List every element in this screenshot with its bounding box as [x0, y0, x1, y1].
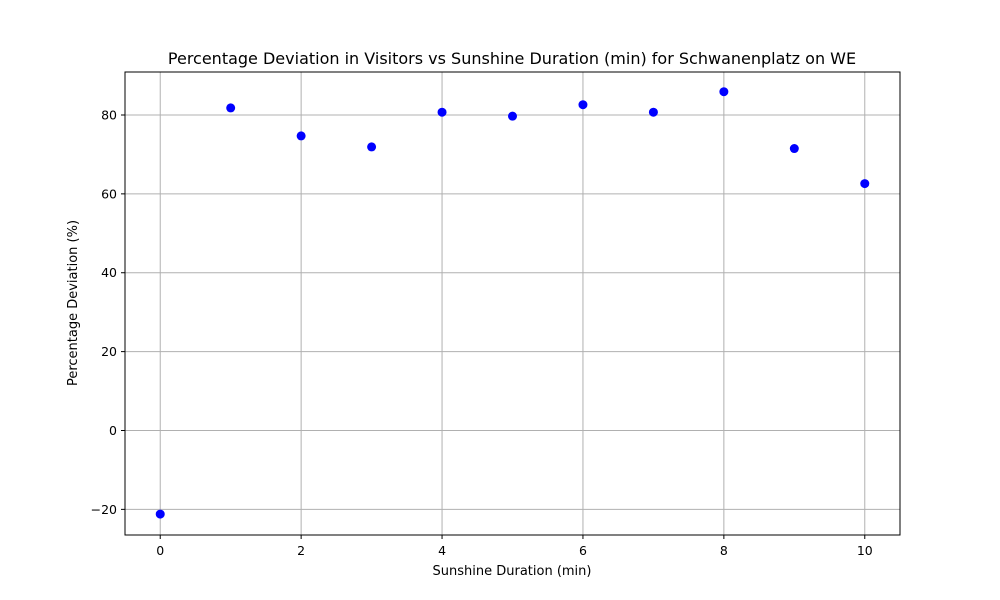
y-tick-label: 0 [109, 423, 117, 438]
x-tick-label: 8 [720, 543, 728, 558]
x-tick-label: 4 [438, 543, 446, 558]
y-tick-label: 80 [101, 107, 117, 122]
grid-layer [125, 72, 900, 535]
chart-title: Percentage Deviation in Visitors vs Suns… [168, 49, 856, 68]
x-tick-label: 6 [579, 543, 587, 558]
data-point [226, 103, 236, 113]
data-point [296, 131, 306, 141]
x-tick-label: 10 [857, 543, 873, 558]
x-tick-label: 2 [297, 543, 305, 558]
data-point [860, 179, 870, 189]
y-tick-label: 20 [101, 344, 117, 359]
data-point [367, 142, 377, 152]
x-axis-label: Sunshine Duration (min) [433, 564, 592, 579]
data-point [789, 144, 799, 154]
y-tick-label: 60 [101, 186, 117, 201]
point-layer [155, 87, 870, 519]
x-tick-label: 0 [156, 543, 164, 558]
data-point [578, 100, 588, 110]
data-point [719, 87, 729, 97]
tick-layer: 0 2 4 6 8 10 −20 0 20 40 60 80 [91, 107, 873, 558]
data-point [508, 111, 517, 121]
data-point [437, 107, 447, 117]
y-axis-label: Percentage Deviation (%) [66, 220, 81, 386]
y-tick-label: −20 [91, 502, 117, 517]
y-tick-label: 40 [101, 265, 117, 280]
data-point [155, 509, 165, 519]
data-point [648, 107, 658, 117]
plot-area-frame [124, 71, 901, 536]
